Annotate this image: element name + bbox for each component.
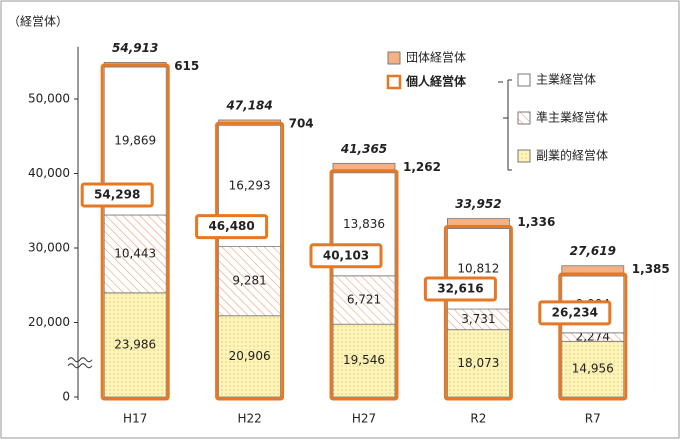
individual-total-label: 32,616 (437, 282, 483, 296)
individual-outline (558, 272, 628, 401)
x-tick-label: R7 (585, 412, 601, 426)
value-label: 19,869 (114, 133, 156, 147)
y-tick-label: 20,000 (28, 315, 70, 329)
value-label: 20,906 (229, 349, 271, 363)
individual-total-label: 40,103 (323, 248, 369, 262)
x-tick-label: H27 (352, 412, 376, 426)
bar-segment (332, 275, 396, 325)
individual-total-label: 46,480 (208, 219, 254, 233)
individual-outline (100, 63, 170, 401)
x-tick-label: R2 (470, 412, 486, 426)
legend-swatch (517, 73, 531, 87)
value-label: 10,812 (457, 261, 499, 275)
value-label: 10,443 (114, 246, 156, 260)
individual-total-box (80, 182, 154, 208)
legend-label: 副業的経営体 (536, 148, 608, 163)
y-tick-label: 30,000 (28, 241, 70, 255)
legend-label: 準主業経営体 (536, 110, 608, 125)
individual-outline (443, 225, 513, 401)
value-label: 19,546 (343, 353, 385, 367)
legend-label: 団体経営体 (406, 51, 466, 65)
y-tick-label: 0 (62, 390, 70, 404)
bar-segment (446, 218, 510, 229)
axis-break (67, 357, 93, 363)
value-label: 1,336 (517, 215, 555, 229)
value-label: 14,956 (572, 362, 614, 376)
value-label: 1,385 (632, 262, 670, 276)
bar-segment (332, 323, 396, 398)
x-tick-label: H22 (237, 412, 261, 426)
individual-total-box (423, 276, 497, 302)
total-label: 27,619 (570, 244, 616, 258)
bar-segment (561, 340, 625, 398)
legend-swatch (517, 149, 531, 163)
value-label: 704 (289, 116, 314, 130)
total-label: 41,365 (340, 142, 387, 156)
value-label: 3,731 (461, 312, 495, 326)
value-label: 9,281 (232, 274, 266, 288)
legend-label: 個人経営体 (405, 74, 467, 89)
individual-total-box (309, 243, 383, 269)
bar-segment (103, 214, 167, 294)
x-tick-label: H17 (123, 412, 147, 426)
bar-segment (218, 315, 282, 398)
bar-segment (561, 265, 625, 277)
individual-outline (215, 121, 285, 401)
bar-segment (332, 162, 396, 174)
axis-break (67, 363, 93, 369)
legend-label: 主業経営体 (536, 73, 596, 87)
total-label: 47,184 (225, 98, 272, 112)
legend-bracket (498, 79, 512, 171)
value-label: 18,073 (457, 356, 499, 370)
individual-total-label: 26,234 (552, 305, 598, 319)
bar-segment (218, 246, 282, 317)
individual-total-box (538, 300, 612, 326)
total-label: 33,952 (455, 197, 501, 211)
legend-swatch (386, 74, 402, 90)
value-label: 615 (174, 59, 199, 73)
individual-total-box (195, 214, 269, 240)
value-label: 6,721 (347, 293, 381, 307)
y-tick-label: 40,000 (28, 166, 70, 180)
value-label: 1,262 (403, 160, 441, 174)
legend-swatch (387, 51, 401, 65)
individual-outline (329, 169, 399, 401)
y-axis-label: （経営体） (8, 15, 68, 29)
legend-swatch (517, 111, 531, 125)
value-label: 23,986 (114, 337, 156, 351)
individual-total-label: 54,298 (94, 188, 140, 202)
y-tick-label: 50,000 (28, 92, 70, 106)
value-label: 16,293 (229, 178, 271, 192)
value-label: 13,836 (343, 217, 385, 231)
total-label: 54,913 (112, 41, 158, 55)
